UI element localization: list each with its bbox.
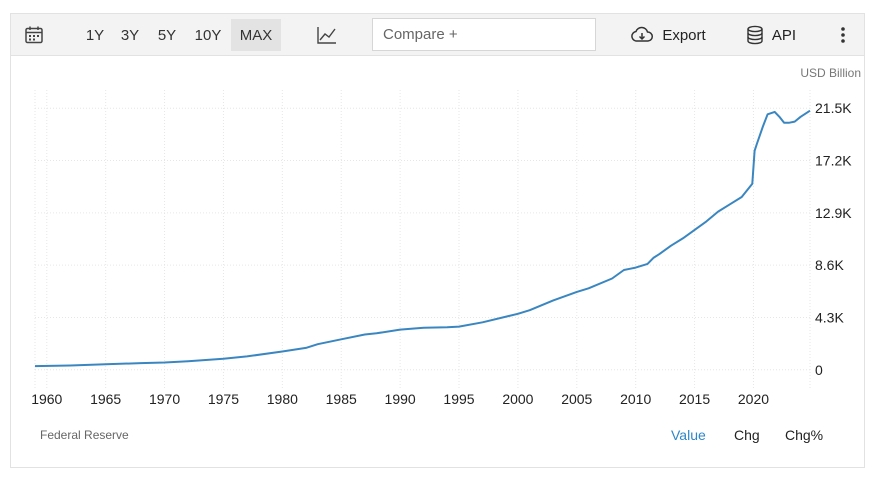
x-tick-label: 1980 [267,391,298,407]
range-5y-button[interactable]: 5Y [157,26,177,44]
value-tab[interactable]: Value [671,427,706,443]
line-chart-glyph [317,27,336,44]
x-tick-label: 2010 [620,391,651,407]
chg-percent-tab[interactable]: Chg% [785,427,824,443]
x-tick-label: 1990 [385,391,416,407]
y-tick-label: 17.2K [815,153,852,169]
calendar-glyph [25,26,43,44]
x-tick-label: 1995 [443,391,474,407]
chg-tab[interactable]: Chg [734,427,760,443]
y-tick-label: 4.3K [815,309,844,325]
export-button[interactable]: Export [627,14,709,56]
x-tick-label: 2020 [738,391,769,407]
calendar-icon[interactable] [23,14,45,56]
api-label: API [771,26,797,44]
series-line [34,109,811,368]
chart-widget: 1Y 3Y 5Y 10Y MAX Export [10,13,865,468]
y-tick-label: 8.6K [815,257,844,273]
x-tick-label: 1965 [90,391,121,407]
toolbar: 1Y 3Y 5Y 10Y MAX Export [11,14,864,56]
more-options-icon[interactable] [835,14,851,56]
range-3y-button[interactable]: 3Y [120,26,140,44]
x-tick-label: 2015 [679,391,710,407]
range-1y-button[interactable]: 1Y [85,26,105,44]
x-tick-label: 2005 [561,391,592,407]
chart-type-icon[interactable] [315,14,339,56]
export-label: Export [662,26,706,44]
api-button[interactable]: API [743,14,799,56]
x-tick-label: 1975 [208,391,239,407]
x-tick-label: 1985 [326,391,357,407]
cloud-download-icon [631,26,654,42]
unit-label: USD Billion [800,66,861,80]
compare-input[interactable] [372,18,596,51]
vertical-dots-glyph [841,27,845,43]
range-max-button[interactable]: MAX [231,19,281,51]
source-label: Federal Reserve [40,428,129,442]
x-tick-label: 1970 [149,391,180,407]
x-tick-label: 2000 [502,391,533,407]
database-icon [747,25,763,45]
y-tick-label: 21.5K [815,100,852,116]
range-10y-button[interactable]: 10Y [194,26,222,44]
y-tick-label: 12.9K [815,205,852,221]
x-tick-label: 1960 [31,391,62,407]
y-tick-label: 0 [815,362,823,378]
